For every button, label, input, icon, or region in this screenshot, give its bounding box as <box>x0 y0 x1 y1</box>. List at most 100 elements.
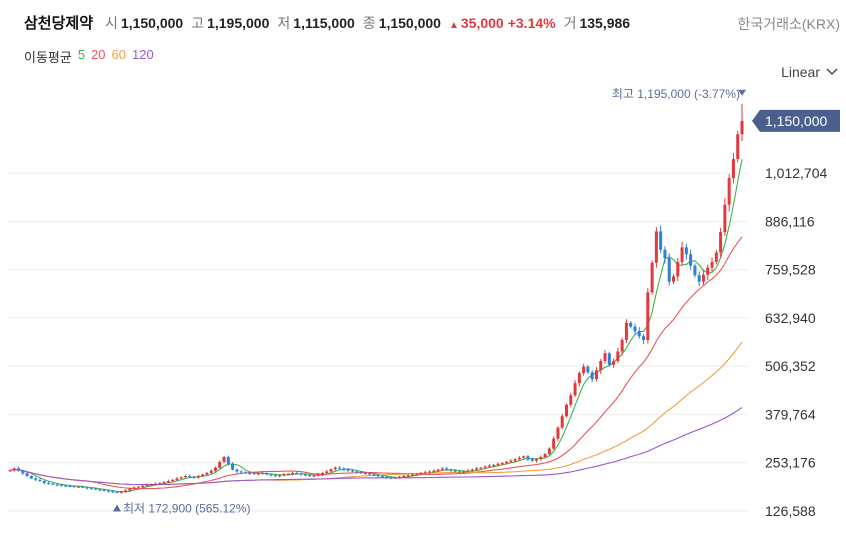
candle-body <box>517 457 521 460</box>
candle-body <box>154 483 158 485</box>
candle-body <box>308 475 312 477</box>
close-label: 종 <box>362 15 376 31</box>
candle-body <box>175 478 179 480</box>
chart-grid <box>8 172 748 512</box>
candle-body <box>94 488 98 490</box>
candle-body <box>303 474 307 476</box>
candle-body <box>355 471 359 473</box>
candle-body <box>201 474 205 477</box>
candle-body <box>564 404 568 417</box>
candle-body <box>149 484 153 486</box>
candle-body <box>462 471 466 473</box>
candle-body <box>680 247 684 262</box>
candle-body <box>235 469 239 472</box>
candle-body <box>17 468 21 471</box>
scale-selector[interactable]: Linear <box>781 64 838 80</box>
candle-body <box>667 258 671 282</box>
candle-body <box>55 484 59 486</box>
ma-20-line <box>9 236 743 490</box>
candle-body <box>573 383 577 396</box>
candle-body <box>449 469 453 471</box>
candle-body <box>637 331 641 337</box>
candle-body <box>226 456 230 464</box>
candle-body <box>205 472 209 475</box>
candle-body <box>261 472 265 474</box>
volume-value: 135,986 <box>579 15 631 31</box>
last-price-label: 1,150,000 <box>765 113 827 129</box>
candle-body <box>316 474 320 476</box>
change-value: 35,000 <box>460 15 504 31</box>
candle-body <box>629 322 633 327</box>
candle-body <box>76 486 80 488</box>
y-tick-label: 506,352 <box>765 358 816 374</box>
candle-body <box>209 470 213 473</box>
candle-body <box>684 247 688 255</box>
candle-body <box>359 472 363 474</box>
candle-body <box>166 480 170 483</box>
ma-120-line <box>9 407 743 486</box>
candle-body <box>291 472 295 474</box>
candle-body <box>723 204 727 233</box>
candle-body <box>192 476 196 478</box>
candle-body <box>706 267 710 275</box>
candle-body <box>248 472 252 474</box>
candle-body <box>218 461 222 468</box>
candle-body <box>406 475 410 477</box>
ma-60: 60 <box>111 47 127 62</box>
candle-body <box>607 353 611 365</box>
candle-body <box>333 467 337 470</box>
candle-body <box>350 470 354 472</box>
scale-selector-label: Linear <box>781 64 820 80</box>
candle-body <box>273 475 277 477</box>
candle-body <box>475 468 479 470</box>
candle-body <box>184 476 188 478</box>
candle-body <box>432 470 436 472</box>
candle-body <box>646 292 650 341</box>
candle-body <box>693 265 697 276</box>
candle-body <box>594 370 598 380</box>
candle-body <box>689 254 693 266</box>
candle-body <box>436 469 440 471</box>
candle-body <box>342 468 346 470</box>
last-price-tag <box>752 109 840 132</box>
candle-body <box>136 486 140 488</box>
candle-body <box>701 274 705 282</box>
candle-body <box>719 232 723 253</box>
candle-body <box>102 490 106 492</box>
candle-body <box>393 477 397 479</box>
candle-body <box>466 470 470 472</box>
candle-body <box>642 336 646 341</box>
candle-body <box>145 484 149 486</box>
candle-body <box>586 366 590 373</box>
candle-body <box>513 459 517 461</box>
candle-body <box>385 477 389 479</box>
y-tick-label: 1,012,704 <box>765 165 827 181</box>
candle-body <box>577 373 581 384</box>
candle-body <box>346 469 350 471</box>
candle-body <box>132 487 136 489</box>
candle-body <box>278 475 282 477</box>
candle-body <box>64 485 68 487</box>
candlesticks <box>8 103 744 494</box>
open-label: 시 <box>105 15 118 31</box>
candle-body <box>213 467 217 471</box>
low-marker-icon <box>113 504 122 512</box>
candle-body <box>320 472 324 475</box>
candle-body <box>672 276 676 282</box>
moving-average-label: 이동평균 <box>24 50 72 65</box>
high-value: 1,195,000 <box>207 15 270 31</box>
candle-body <box>624 322 628 341</box>
candle-body <box>552 438 556 449</box>
candle-body <box>51 483 55 485</box>
chevron-down-icon <box>826 68 838 75</box>
high-annotation: 최고 1,195,000 (-3.77%) <box>612 87 740 101</box>
moving-average-legend[interactable]: 이동평균 5 20 60 120 <box>24 47 154 66</box>
candle-body <box>483 466 487 468</box>
candle-body <box>81 486 85 488</box>
candle-body <box>252 473 256 475</box>
ma-5-line <box>9 159 743 493</box>
candle-body <box>98 489 102 491</box>
candle-body <box>402 476 406 478</box>
candle-body <box>376 475 380 477</box>
